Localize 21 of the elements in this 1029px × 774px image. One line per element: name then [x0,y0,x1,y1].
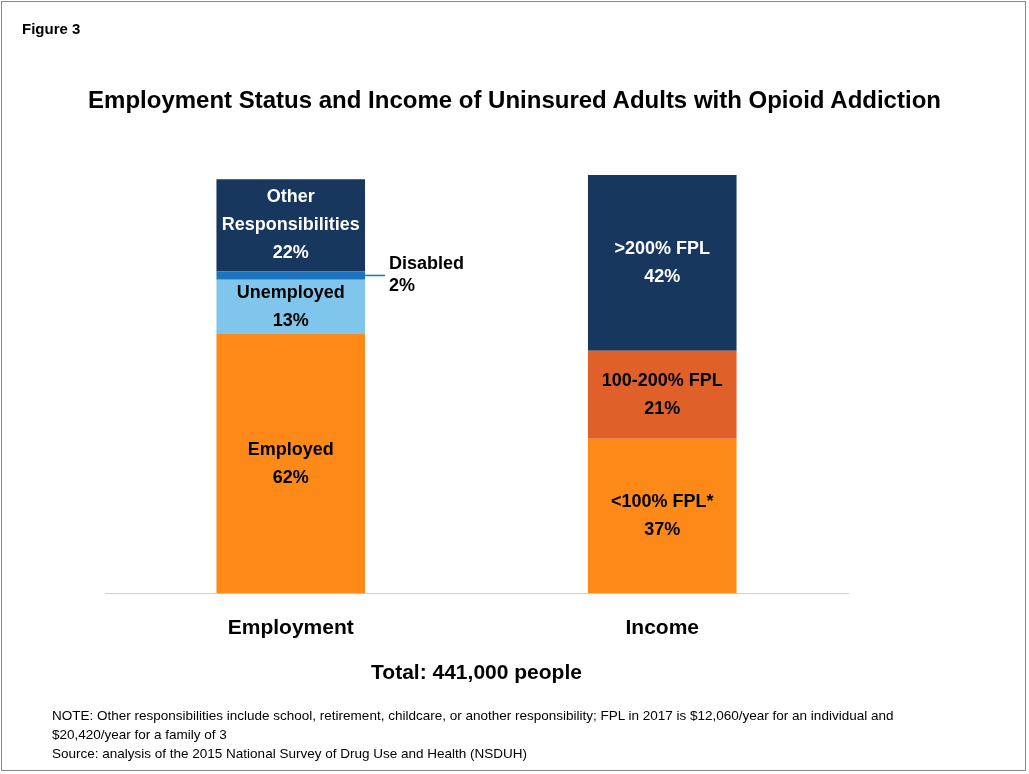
series-label: <100% FPL* [610,491,714,512]
data-label: 62% [272,466,309,487]
chart-title: Employment Status and Income of Uninsured Adults with Opioid Addiction [87,86,942,114]
series-label: 100-200% FPL [601,369,723,390]
x-tick-label: Income [625,615,700,638]
text: NOTE: Other responsibilities include school, retirement, childcare, or another responsibility; FPL in 2017 is $12,060/year for an individual and $20,420/year for a family of 3 [52,707,895,744]
series-label: Employed [247,438,334,459]
data-label: 13% [272,309,309,330]
data-label: 22% [272,242,309,263]
data-label: 42% [644,265,681,286]
caption: Figure 3 [22,20,81,37]
data-label: 37% [644,519,681,540]
x-axis-title: Total: 441,000 people [371,660,582,684]
x-tick-label: Employment [227,615,354,638]
data-label: 2% [389,275,416,296]
data-label: 21% [644,397,681,418]
series-label: >200% FPL [614,237,711,258]
series-label: Other Responsibilities [221,186,360,235]
series-label: Unemployed [236,281,345,302]
series-label: Disabled [389,253,465,274]
source-note: Source: analysis of the 2015 National Survey of Drug Use and Health (NSDUH) [52,745,528,763]
